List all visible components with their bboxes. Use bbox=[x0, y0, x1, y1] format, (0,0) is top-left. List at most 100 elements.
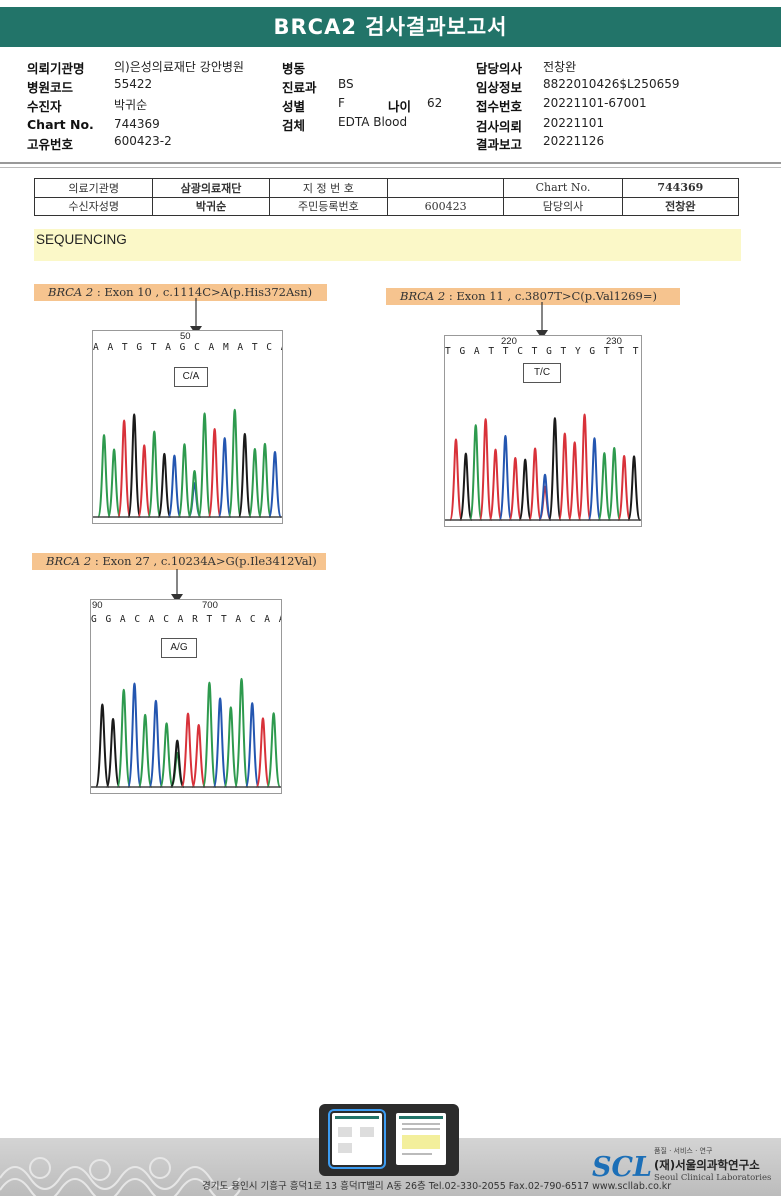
field-label-institution: 의뢰기관명 bbox=[27, 61, 85, 76]
field-value-specimen: EDTA Blood bbox=[338, 115, 408, 129]
field-value-request-date: 20221101 bbox=[543, 116, 605, 130]
trace-peak bbox=[577, 413, 592, 521]
page-thumbnail-1[interactable] bbox=[328, 1109, 386, 1169]
footer-tagline: 품질 · 서비스 · 연구 bbox=[654, 1147, 713, 1155]
trace-peak bbox=[458, 452, 473, 521]
trace-peak bbox=[180, 712, 196, 788]
variant-detail: : Exon 11 , c.3807T>C(p.Val1269=) bbox=[445, 289, 657, 303]
table-cell: 의료기관명 bbox=[33, 178, 154, 198]
field-label-patient: 수진자 bbox=[27, 99, 62, 114]
footer-org-korean: (재)서울의과학연구소 bbox=[654, 1158, 760, 1172]
trace-peak bbox=[117, 419, 132, 518]
table-cell: 주민등록번호 bbox=[268, 196, 389, 216]
trace-peak bbox=[127, 413, 142, 518]
page-preview-icon bbox=[399, 1116, 443, 1155]
gene-name: BRCA 2 bbox=[400, 289, 446, 303]
variant-detail: : Exon 27 , c.10234A>G(p.Ile3412Val) bbox=[91, 554, 317, 568]
trace-peak bbox=[237, 432, 252, 518]
page-thumbnail-strip bbox=[319, 1104, 459, 1176]
trace-peak bbox=[107, 448, 122, 518]
field-label-report-date: 결과보고 bbox=[476, 137, 523, 152]
trace-peak bbox=[255, 717, 271, 788]
trace-peak bbox=[508, 456, 523, 521]
variant-call-box: C/A bbox=[174, 367, 208, 387]
trace-peak bbox=[488, 448, 503, 521]
trace-peak bbox=[567, 441, 582, 521]
trace-peak bbox=[547, 417, 562, 521]
field-label-specimen: 검체 bbox=[282, 118, 306, 133]
trace-peak bbox=[223, 706, 239, 788]
position-label: 220 bbox=[501, 336, 517, 347]
field-value-sex: F bbox=[338, 96, 345, 110]
scl-logo: SCL bbox=[592, 1152, 652, 1183]
field-value-patient: 박귀순 bbox=[114, 98, 148, 112]
trace-peak bbox=[518, 458, 533, 521]
trace-peak bbox=[597, 452, 612, 521]
page-thumbnail-2[interactable] bbox=[396, 1113, 446, 1165]
trace-peak bbox=[244, 702, 260, 788]
trace-peak bbox=[207, 428, 222, 518]
field-value-report-date: 20221126 bbox=[543, 134, 605, 148]
trace-peak bbox=[478, 418, 493, 521]
chromatogram-2: 220 230 T G A T T C T G T Y G T T T C A … bbox=[444, 335, 642, 527]
trace-peak bbox=[167, 454, 182, 518]
trace-peak bbox=[234, 677, 249, 788]
trace-peak bbox=[147, 430, 162, 518]
sequencing-heading: SEQUENCING bbox=[34, 229, 741, 261]
position-label: 50 bbox=[180, 331, 191, 342]
field-label-sex: 성별 bbox=[282, 99, 306, 114]
trace-peak bbox=[266, 712, 281, 788]
table-cell: 박귀순 bbox=[152, 196, 270, 216]
variant-label-1: BRCA 2 : Exon 10 , c.1114C>A(p.His372Asn… bbox=[34, 284, 327, 301]
footer-address: 경기도 용인시 기흥구 흥덕1로 13 흥덕IT밸리 A동 26층 Tel.02… bbox=[202, 1181, 672, 1192]
field-label-receipt-no: 접수번호 bbox=[476, 99, 523, 114]
trace-peak bbox=[468, 424, 483, 521]
trace-peak bbox=[587, 437, 602, 521]
trace-peak bbox=[105, 717, 121, 788]
trace-peak bbox=[187, 470, 202, 518]
trace-peak bbox=[159, 722, 174, 788]
field-label-chart-no: Chart No. bbox=[27, 117, 94, 132]
trace-peak bbox=[617, 455, 632, 521]
position-label: 230 bbox=[606, 336, 622, 347]
field-value-clinical-info: 8822010426$L250659 bbox=[543, 77, 680, 91]
field-value-chart-no: 744369 bbox=[114, 117, 160, 131]
wave-pattern-icon bbox=[0, 1157, 241, 1196]
chromatogram-trace bbox=[91, 677, 281, 788]
field-value-receipt-no: 20221101-67001 bbox=[543, 96, 647, 110]
trace-peak bbox=[148, 699, 164, 788]
variant-detail: : Exon 10 , c.1114C>A(p.His372Asn) bbox=[93, 285, 313, 299]
header-divider-thin bbox=[0, 167, 781, 168]
position-label: 90 bbox=[92, 600, 103, 611]
field-value-age: 62 bbox=[427, 96, 443, 110]
trace-peak bbox=[157, 452, 172, 518]
gene-name: BRCA 2 bbox=[46, 554, 92, 568]
field-value-hospital-code: 55422 bbox=[114, 77, 153, 91]
chromatogram-3: 90 700 G G A C A C A R T T A C A A C T A… bbox=[90, 599, 282, 794]
table-cell: 지 정 번 호 bbox=[268, 178, 389, 198]
gene-name: BRCA 2 bbox=[48, 285, 94, 299]
variant-label-2: BRCA 2 : Exon 11 , c.3807T>C(p.Val1269=) bbox=[386, 288, 680, 305]
variant-call-box: A/G bbox=[161, 638, 197, 658]
trace-peak bbox=[191, 724, 207, 788]
report-title: BRCA2 검사결과보고서 bbox=[0, 7, 781, 47]
specimen-info-table: 의료기관명 삼광의료재단 지 정 번 호 Chart No. 744369 수신… bbox=[33, 178, 740, 216]
field-value-unique-id: 600423-2 bbox=[114, 134, 172, 148]
trace-peak bbox=[197, 412, 212, 518]
field-value-physician: 전창완 bbox=[543, 60, 577, 74]
trace-peak bbox=[217, 437, 232, 518]
field-value-institution: 의)은성의료재단 강안병원 bbox=[114, 60, 244, 74]
trace-peak bbox=[202, 681, 217, 788]
table-cell: 삼광의료재단 bbox=[152, 178, 270, 198]
table-cell bbox=[387, 178, 505, 198]
trace-peak bbox=[169, 739, 185, 788]
table-cell: 744369 bbox=[621, 178, 740, 198]
base-calls: G G A C A C A R T T A C A A C T A bbox=[91, 614, 281, 625]
table-cell: 전창완 bbox=[621, 196, 740, 216]
table-cell: 수신자성명 bbox=[33, 196, 154, 216]
variant-label-3: BRCA 2 : Exon 27 , c.10234A>G(p.Ile3412V… bbox=[32, 553, 326, 570]
trace-peak bbox=[212, 697, 228, 788]
field-label-unique-id: 고유번호 bbox=[27, 137, 74, 152]
position-label: 700 bbox=[202, 600, 218, 611]
trace-peak bbox=[137, 713, 153, 788]
